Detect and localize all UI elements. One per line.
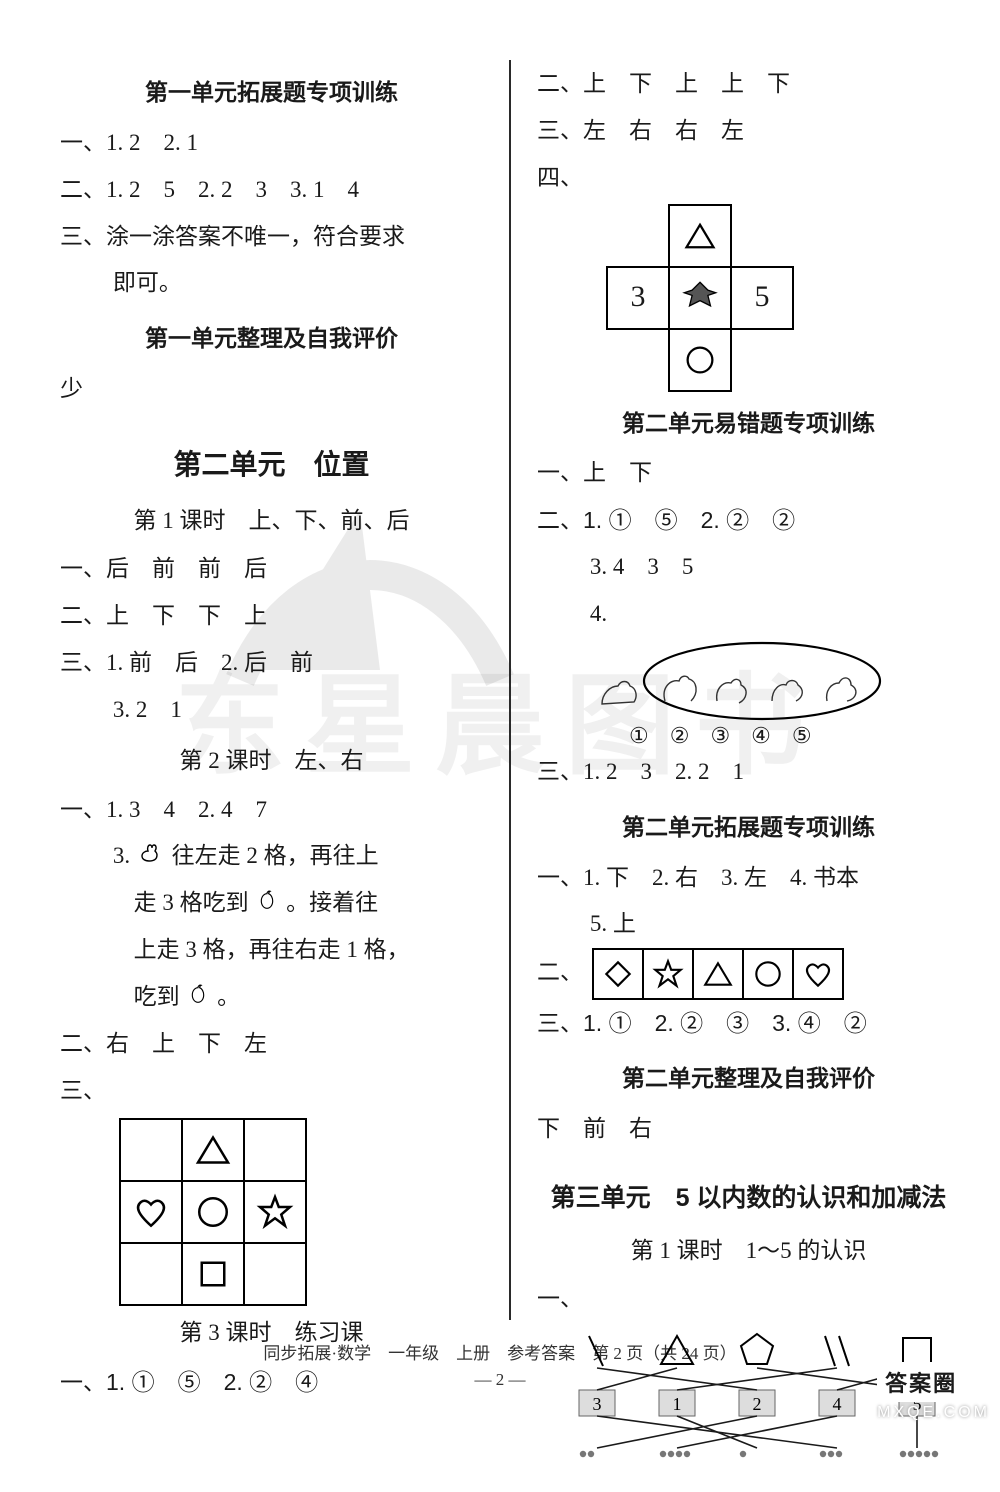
- right-column: 二、上 下 上 上 下 三、左 右 右 左 四、 35 第二单元易错题专项训练 …: [517, 60, 960, 1320]
- grid-cell: [243, 1242, 307, 1306]
- lesson-heading: 第 2 课时 左、右: [60, 739, 483, 784]
- section-heading: 第二单元易错题专项训练: [537, 401, 960, 446]
- answer-line: 三、涂一涂答案不唯一，符合要求: [60, 215, 483, 260]
- answer-line: 3. 4 3 5: [537, 545, 960, 590]
- grid-cell: [181, 1180, 245, 1244]
- corner-badge: 答案圈: [877, 1362, 965, 1402]
- corner-url: MXQE.COM: [877, 1404, 990, 1421]
- cross-cell: 3: [606, 266, 670, 330]
- answer-line: 少: [60, 367, 483, 412]
- answer-line: 一、后 前 前 后: [60, 547, 483, 592]
- answer-line: 二、上 下 下 上: [60, 594, 483, 639]
- text: 。接着往: [286, 890, 378, 915]
- answer-line: 二、右 上 下 左: [60, 1022, 483, 1067]
- pear-icon: [254, 886, 280, 916]
- answer-line: 一、1. 3 4 2. 4 7: [60, 788, 483, 833]
- left-column: 第一单元拓展题专项训练 一、1. 2 2. 1 二、1. 2 5 2. 2 3 …: [60, 60, 503, 1320]
- grid-cell: [119, 1118, 183, 1182]
- label: 二、: [537, 960, 583, 985]
- answer-line: 吃到 。: [60, 975, 483, 1020]
- cross-cell: [668, 266, 732, 330]
- answer-line: 走 3 格吃到 。接着往: [60, 881, 483, 926]
- text: 往左走 2 格，再往上: [172, 843, 379, 868]
- answer-line: 5. 上: [537, 902, 960, 947]
- answer-line: 二、: [537, 949, 960, 999]
- cross-diagram: 35: [607, 205, 960, 391]
- lesson-heading: 第 3 课时 练习课: [60, 1311, 483, 1356]
- section-heading: 第二单元拓展题专项训练: [537, 805, 960, 850]
- cross-cell: [668, 204, 732, 268]
- shape-cell: [692, 948, 744, 1000]
- unit-heading: 第三单元 5 以内数的认识和加减法: [537, 1174, 960, 1223]
- unit-heading: 第二单元 位置: [60, 438, 483, 493]
- animals-diagram: ①②③④⑤: [587, 639, 960, 748]
- shape-grid-3x3: [120, 1119, 483, 1305]
- svg-text:2: 2: [753, 1394, 762, 1414]
- lesson-heading: 第 1 课时 上、下、前、后: [60, 499, 483, 544]
- answer-line: 下 前 右: [537, 1107, 960, 1152]
- answer-line: 一、: [537, 1277, 960, 1322]
- answer-line: 一、1. 下 2. 右 3. 左 4. 书本: [537, 856, 960, 901]
- answer-line: 3. 往左走 2 格，再往上: [60, 834, 483, 879]
- text: 3.: [113, 843, 136, 868]
- lesson-heading: 第 1 课时 1～5 的认识: [537, 1229, 960, 1274]
- answer-line: 三、1. 前 后 2. 后 前: [60, 641, 483, 686]
- answer-line: 即可。: [60, 261, 483, 306]
- cross-cell: [607, 329, 669, 391]
- cross-cell: [731, 205, 793, 267]
- corner-watermark: 答案圈 MXQE.COM: [877, 1362, 990, 1422]
- answer-line: 二、1. 2 5 2. 2 3 3. 1 4: [60, 168, 483, 213]
- section-heading: 第一单元拓展题专项训练: [60, 70, 483, 115]
- cross-cell: 5: [730, 266, 794, 330]
- grid-cell: [119, 1180, 183, 1244]
- answer-line: 三、1. 2 3 2. 2 1: [537, 750, 960, 795]
- text: 。: [217, 984, 240, 1009]
- grid-cell: [243, 1180, 307, 1244]
- svg-text:3: 3: [593, 1394, 602, 1414]
- text: 吃到: [134, 984, 186, 1009]
- cross-cell: [668, 328, 732, 392]
- grid-cell: [181, 1242, 245, 1306]
- answer-line: 一、1. ① ⑤ 2. ② ④: [60, 1360, 483, 1405]
- cross-cell: [731, 329, 793, 391]
- answer-line: 三、1. ① 2. ② ③ 3. ④ ②: [537, 1001, 960, 1046]
- column-divider: [509, 60, 511, 1320]
- answer-line: 4.: [537, 592, 960, 637]
- grid-cell: [119, 1242, 183, 1306]
- text: 走 3 格吃到: [134, 890, 255, 915]
- answer-line: 3. 2 1: [60, 688, 483, 733]
- answer-line: 三、左 右 右 左: [537, 109, 960, 154]
- svg-text:1: 1: [673, 1394, 682, 1414]
- svg-text:4: 4: [833, 1394, 842, 1414]
- answer-line: 四、: [537, 156, 960, 201]
- cross-cell: [607, 205, 669, 267]
- shape-row: [593, 949, 843, 999]
- shape-cell: [592, 948, 644, 1000]
- grid-cell: [181, 1118, 245, 1182]
- section-heading: 第一单元整理及自我评价: [60, 316, 483, 361]
- answer-line: 三、: [60, 1069, 483, 1114]
- page-columns: 第一单元拓展题专项训练 一、1. 2 2. 1 二、1. 2 5 2. 2 3 …: [0, 0, 1000, 1320]
- grid-cell: [243, 1118, 307, 1182]
- answer-line: 二、上 下 上 上 下: [537, 62, 960, 107]
- answer-line: 上走 3 格，再往右走 1 格，: [60, 928, 483, 973]
- answer-line: 二、1. ① ⑤ 2. ② ②: [537, 498, 960, 543]
- section-heading: 第二单元整理及自我评价: [537, 1056, 960, 1101]
- answer-line: 一、上 下: [537, 451, 960, 496]
- shape-cell: [792, 948, 844, 1000]
- rabbit-icon: [136, 841, 166, 869]
- answer-line: 一、1. 2 2. 1: [60, 121, 483, 166]
- shape-cell: [742, 948, 794, 1000]
- pear-icon: [185, 980, 211, 1010]
- shape-cell: [642, 948, 694, 1000]
- circled-numbers: ①②③④⑤: [587, 724, 960, 748]
